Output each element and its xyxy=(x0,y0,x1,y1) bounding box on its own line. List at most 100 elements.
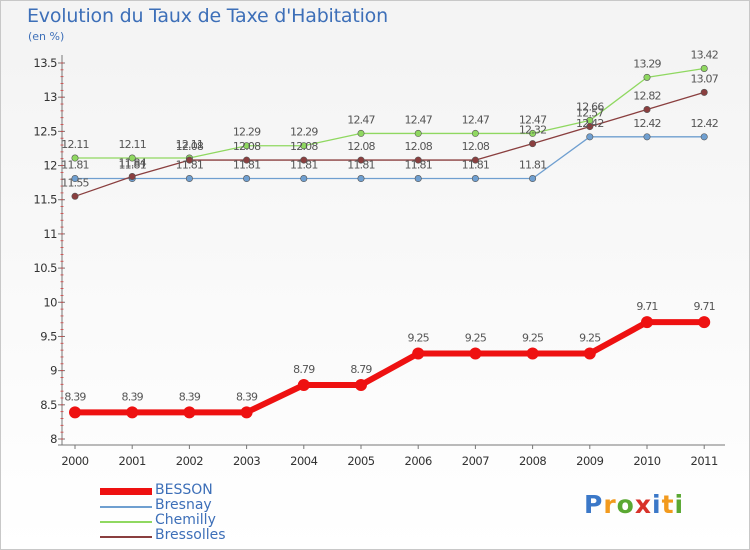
y-tick-label: 8 xyxy=(50,432,57,446)
proxiti-logo: Proxiti xyxy=(584,490,684,519)
y-tick-label: 12.5 xyxy=(33,124,57,138)
data-label-chemilly: 12.66 xyxy=(576,100,604,113)
data-label-bressolles: 11.55 xyxy=(61,176,89,189)
data-label-bresnay: 11.81 xyxy=(404,159,432,172)
data-label-bresnay: 11.81 xyxy=(462,159,490,172)
data-label-besson: 9.71 xyxy=(636,300,657,313)
data-point-bresnay xyxy=(243,175,251,183)
data-label-bressolles: 12.08 xyxy=(404,140,432,153)
data-point-bresnay xyxy=(71,175,79,183)
data-point-bressolles xyxy=(529,140,537,148)
x-tick-label: 2010 xyxy=(633,454,660,468)
logo-letter: P xyxy=(584,490,604,519)
data-point-chemilly xyxy=(357,129,365,137)
series-line-bresnay xyxy=(75,136,705,180)
series-line-besson xyxy=(75,319,705,416)
legend-item-besson: BESSON xyxy=(100,482,300,499)
series-line-bressolles xyxy=(74,91,705,197)
data-label-chemilly: 12.47 xyxy=(462,113,490,126)
x-tick-label: 2001 xyxy=(119,454,146,468)
y-tick-label: 10 xyxy=(43,295,57,309)
data-label-bresnay: 11.81 xyxy=(347,159,375,172)
data-point-bresnay xyxy=(185,175,193,183)
data-label-bresnay: 11.81 xyxy=(118,159,146,172)
data-point-besson xyxy=(355,378,367,391)
data-point-bressolles xyxy=(300,156,308,164)
legend: BESSON Bresnay Chemilly Bressolles xyxy=(100,482,300,544)
data-point-chemilly xyxy=(529,129,537,137)
series-line-chemilly xyxy=(75,67,705,159)
data-point-bressolles xyxy=(471,156,479,164)
data-label-chemilly: 12.11 xyxy=(118,138,146,151)
legend-swatch xyxy=(100,506,152,508)
data-label-bressolles: 12.08 xyxy=(290,140,318,153)
legend-label: Bresnay xyxy=(155,497,212,513)
logo-letter: x xyxy=(634,490,652,519)
data-label-chemilly: 12.11 xyxy=(61,138,89,151)
chart-subtitle: (en %) xyxy=(28,30,65,43)
data-label-chemilly: 12.11 xyxy=(176,138,204,151)
data-label-chemilly: 12.47 xyxy=(347,113,375,126)
x-tick-label: 2000 xyxy=(61,454,88,468)
data-label-besson: 9.25 xyxy=(465,332,487,345)
legend-label: BESSON xyxy=(155,482,213,498)
data-label-bressolles: 12.82 xyxy=(633,89,661,102)
data-label-bressolles: 12.08 xyxy=(176,140,204,153)
chart-title: Evolution du Taux de Taxe d'Habitation xyxy=(27,5,388,27)
y-tick-label: 8.5 xyxy=(40,398,57,412)
y-tick-label: 10.5 xyxy=(33,261,57,275)
data-point-bressolles xyxy=(700,88,708,96)
data-label-bresnay: 11.81 xyxy=(519,159,547,172)
data-point-bressolles xyxy=(643,105,651,113)
logo-letter: t xyxy=(661,490,675,519)
data-point-besson xyxy=(69,406,81,419)
data-point-besson xyxy=(183,406,196,419)
data-point-chemilly xyxy=(471,129,479,137)
data-label-chemilly: 12.47 xyxy=(404,113,432,126)
y-tick-label: 11 xyxy=(43,227,57,241)
x-tick-label: 2007 xyxy=(462,454,489,468)
data-point-bressolles xyxy=(185,156,193,164)
data-point-bresnay xyxy=(471,175,479,183)
data-point-bressolles xyxy=(128,172,136,180)
data-point-chemilly xyxy=(300,142,308,150)
legend-swatch xyxy=(100,488,152,495)
y-tick-label: 13.5 xyxy=(33,56,57,70)
data-label-besson: 9.25 xyxy=(579,332,601,345)
data-label-chemilly: 13.29 xyxy=(633,57,661,70)
data-label-chemilly: 13.42 xyxy=(690,48,718,61)
y-tick-label: 9 xyxy=(50,364,57,378)
x-tick-label: 2003 xyxy=(233,454,260,468)
data-point-besson xyxy=(126,406,139,419)
legend-label: Chemilly xyxy=(155,512,216,528)
data-label-chemilly: 12.29 xyxy=(290,126,318,139)
x-tick-label: 2009 xyxy=(576,454,603,468)
data-label-besson: 9.25 xyxy=(522,332,544,345)
data-point-bresnay xyxy=(700,133,708,141)
data-label-bresnay: 11.81 xyxy=(233,159,261,172)
x-tick-label: 2005 xyxy=(347,454,374,468)
data-label-bresnay: 11.81 xyxy=(290,159,318,172)
data-point-bressolles xyxy=(414,156,422,164)
logo-letter: r xyxy=(603,490,617,519)
data-point-besson xyxy=(526,347,539,360)
legend-swatch xyxy=(100,536,152,538)
data-label-chemilly: 12.29 xyxy=(233,126,261,139)
data-point-besson xyxy=(698,316,711,329)
data-point-chemilly xyxy=(128,154,136,162)
data-label-bresnay: 12.42 xyxy=(690,117,718,130)
data-point-besson xyxy=(641,316,653,329)
data-label-besson: 8.39 xyxy=(122,390,144,403)
data-label-besson: 8.39 xyxy=(179,390,201,403)
data-point-bresnay xyxy=(643,133,651,141)
data-label-bresnay: 11.81 xyxy=(176,159,204,172)
x-tick-label: 2004 xyxy=(290,454,317,468)
data-label-bresnay: 12.42 xyxy=(633,117,661,130)
data-label-besson: 8.79 xyxy=(293,363,315,376)
data-point-bresnay xyxy=(357,175,365,183)
data-point-besson xyxy=(297,378,310,391)
data-label-bressolles: 12.08 xyxy=(462,140,490,153)
data-label-bressolles: 12.08 xyxy=(347,140,375,153)
data-point-besson xyxy=(240,406,253,419)
